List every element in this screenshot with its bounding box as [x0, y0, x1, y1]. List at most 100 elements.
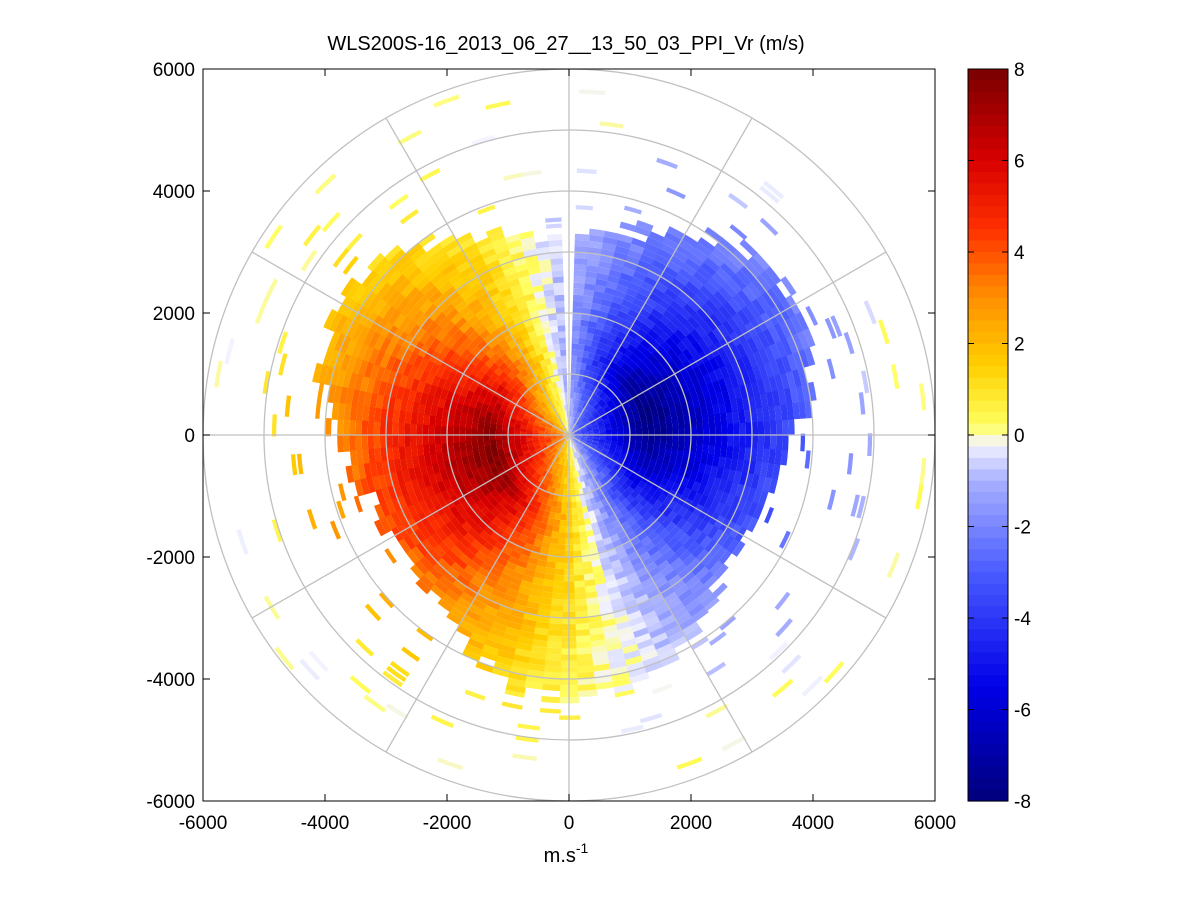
velocity-cell — [727, 423, 734, 435]
velocity-cell — [356, 435, 363, 451]
colorbar-swatch — [968, 241, 1008, 253]
velocity-cell — [435, 435, 441, 445]
velocity-cell — [447, 426, 453, 435]
velocity-cell — [560, 679, 579, 685]
velocity-cell — [745, 434, 752, 448]
y-tick-label: 6000 — [153, 60, 195, 81]
velocity-cell — [337, 419, 344, 436]
velocity-cell — [702, 444, 709, 455]
velocity-cell — [635, 439, 642, 445]
colorbar-tick-label: -8 — [1014, 792, 1031, 813]
y-tick-label: -6000 — [146, 792, 195, 813]
colorbar-swatch — [968, 652, 1008, 664]
velocity-cell — [343, 419, 350, 436]
velocity-cell — [423, 425, 429, 436]
velocity-cell — [574, 568, 585, 575]
velocity-cell — [459, 442, 466, 451]
velocity-cell — [556, 501, 562, 508]
velocity-cell — [572, 532, 580, 539]
velocity-cell — [696, 416, 703, 426]
velocity-cell — [642, 429, 648, 435]
velocity-cell — [708, 414, 715, 425]
velocity-cell — [553, 289, 564, 296]
velocity-cell — [579, 332, 587, 339]
velocity-cell — [672, 434, 678, 442]
colorbar-swatch — [968, 767, 1008, 779]
velocity-cell — [572, 344, 579, 351]
colorbar-swatch — [968, 69, 1008, 81]
velocity-cell — [554, 575, 565, 582]
velocity-cell — [349, 420, 356, 436]
velocity-cell — [577, 350, 584, 357]
colorbar-swatch — [968, 321, 1008, 333]
velocity-cell — [679, 434, 685, 443]
velocity-cell — [672, 442, 679, 451]
velocity-cell — [558, 532, 566, 539]
velocity-cell — [553, 581, 565, 588]
velocity-cell — [573, 538, 581, 545]
colorbar-tick-label: 8 — [1014, 60, 1025, 81]
velocity-cell — [580, 320, 589, 327]
colorbar-tick-label: -4 — [1014, 609, 1031, 630]
velocity-cell — [560, 514, 567, 520]
velocity-cell — [490, 435, 496, 441]
velocity-cell — [664, 448, 671, 456]
velocity-cell — [453, 435, 459, 444]
velocity-cell — [758, 420, 765, 435]
velocity-cell — [410, 424, 416, 436]
velocity-cell — [572, 319, 581, 326]
colorbar-swatch — [968, 458, 1008, 470]
velocity-cell — [739, 422, 746, 435]
colorbar-swatch — [968, 80, 1008, 92]
velocity-cell — [429, 444, 436, 455]
velocity-cell — [459, 435, 465, 443]
colorbar-swatch — [968, 138, 1008, 150]
velocity-cell — [575, 593, 588, 600]
velocity-cell — [867, 433, 872, 456]
velocity-cell — [554, 568, 565, 575]
velocity-cell — [551, 599, 564, 606]
velocity-cell — [554, 295, 565, 302]
velocity-cell — [548, 240, 563, 247]
colorbar-swatch — [968, 687, 1008, 699]
velocity-cell — [398, 435, 405, 448]
velocity-cell — [733, 422, 740, 435]
velocity-cell — [374, 435, 381, 450]
x-tick-label: 6000 — [914, 813, 956, 834]
velocity-cell — [691, 434, 697, 444]
velocity-cell — [648, 429, 654, 435]
velocity-cell — [508, 435, 514, 440]
colorbar-swatch — [968, 664, 1008, 676]
velocity-cell — [337, 435, 344, 452]
velocity-cell — [697, 425, 703, 435]
velocity-cell — [560, 697, 580, 703]
colorbar-swatch — [968, 698, 1008, 710]
velocity-cell — [551, 531, 559, 538]
colorbar-swatch — [968, 721, 1008, 733]
x-tick-label: 4000 — [792, 813, 834, 834]
velocity-cell — [576, 362, 582, 369]
y-tick-label: -4000 — [146, 670, 195, 691]
colorbar-swatch — [968, 229, 1008, 241]
velocity-cell — [368, 421, 375, 436]
velocity-cell — [721, 423, 728, 435]
colorbar-swatch — [968, 561, 1008, 573]
velocity-cell — [550, 258, 563, 265]
colorbar-swatch — [968, 549, 1008, 561]
velocity-cell — [573, 283, 585, 290]
velocity-cell — [577, 653, 594, 660]
velocity-cell — [714, 413, 721, 425]
velocity-cell — [672, 427, 678, 435]
colorbar-swatch — [968, 115, 1008, 127]
colorbar-swatch — [968, 732, 1008, 744]
velocity-cell — [472, 421, 479, 429]
velocity-cell — [558, 337, 566, 344]
velocity-cell — [720, 445, 727, 457]
velocity-cell — [559, 520, 566, 527]
velocity-cell — [478, 435, 484, 442]
velocity-cell — [574, 276, 586, 283]
colorbar-swatch — [968, 572, 1008, 584]
x-tick-label: -4000 — [301, 813, 350, 834]
velocity-cell — [557, 544, 566, 551]
velocity-cell — [392, 435, 399, 448]
